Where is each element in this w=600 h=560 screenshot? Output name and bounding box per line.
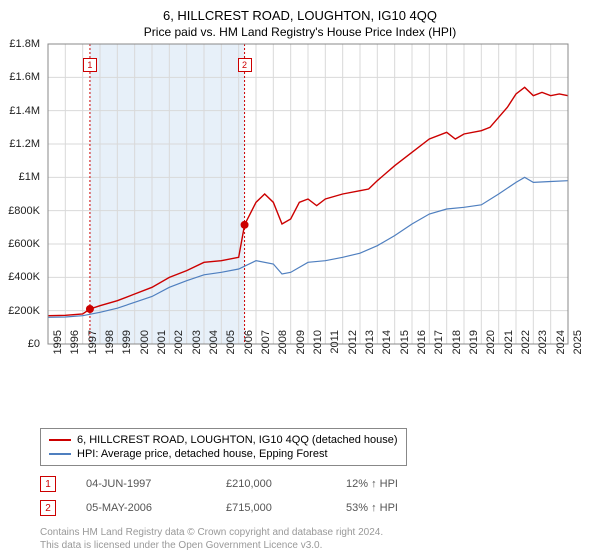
x-tick-label: 1999 (121, 330, 133, 370)
x-tick-label: 2013 (364, 330, 376, 370)
y-tick-label: £600K (4, 238, 40, 250)
x-tick-label: 1996 (69, 330, 81, 370)
marker-data-row: 1 04-JUN-1997 £210,000 12% ↑ HPI (40, 476, 398, 492)
marker-date: 04-JUN-1997 (86, 478, 196, 490)
marker-price: £210,000 (226, 478, 316, 490)
chart-marker-badge: 1 (83, 58, 97, 72)
x-tick-label: 2023 (537, 330, 549, 370)
y-tick-label: £1M (4, 171, 40, 183)
y-tick-label: £1.4M (4, 105, 40, 117)
x-tick-label: 2021 (503, 330, 515, 370)
chart-container: 6, HILLCREST ROAD, LOUGHTON, IG10 4QQ Pr… (0, 0, 600, 560)
x-tick-label: 2015 (399, 330, 411, 370)
x-tick-label: 1995 (52, 330, 64, 370)
legend-label: 6, HILLCREST ROAD, LOUGHTON, IG10 4QQ (d… (77, 434, 398, 446)
x-tick-label: 1997 (87, 330, 99, 370)
marker-badge: 1 (40, 476, 56, 492)
y-tick-label: £1.2M (4, 138, 40, 150)
x-tick-label: 2006 (243, 330, 255, 370)
x-tick-label: 2025 (572, 330, 584, 370)
legend-label: HPI: Average price, detached house, Eppi… (77, 448, 328, 460)
x-tick-label: 2005 (225, 330, 237, 370)
legend-item: HPI: Average price, detached house, Eppi… (49, 447, 398, 461)
x-tick-label: 2000 (139, 330, 151, 370)
x-tick-label: 2011 (329, 330, 341, 370)
legend-swatch (49, 439, 71, 441)
x-tick-label: 2020 (485, 330, 497, 370)
x-tick-label: 1998 (104, 330, 116, 370)
series-marker (241, 221, 249, 229)
series-marker (86, 305, 94, 313)
y-tick-label: £0 (4, 338, 40, 350)
attribution-line1: Contains HM Land Registry data © Crown c… (40, 526, 383, 539)
x-tick-label: 2012 (347, 330, 359, 370)
marker-pct: 12% ↑ HPI (346, 478, 398, 490)
legend: 6, HILLCREST ROAD, LOUGHTON, IG10 4QQ (d… (40, 428, 407, 466)
x-tick-label: 2016 (416, 330, 428, 370)
chart-marker-badge: 2 (238, 58, 252, 72)
marker-badge: 2 (40, 500, 56, 516)
marker-pct: 53% ↑ HPI (346, 502, 398, 514)
x-tick-label: 2008 (277, 330, 289, 370)
y-tick-label: £1.8M (4, 38, 40, 50)
y-tick-label: £1.6M (4, 71, 40, 83)
x-tick-label: 2024 (555, 330, 567, 370)
x-tick-label: 2019 (468, 330, 480, 370)
x-tick-label: 2002 (173, 330, 185, 370)
attribution-line2: This data is licensed under the Open Gov… (40, 539, 383, 552)
x-tick-label: 2017 (433, 330, 445, 370)
x-tick-label: 2004 (208, 330, 220, 370)
x-tick-label: 2010 (312, 330, 324, 370)
x-tick-label: 2001 (156, 330, 168, 370)
y-tick-label: £800K (4, 205, 40, 217)
x-tick-label: 2014 (381, 330, 393, 370)
x-tick-label: 2022 (520, 330, 532, 370)
x-tick-label: 2018 (451, 330, 463, 370)
marker-date: 05-MAY-2006 (86, 502, 196, 514)
y-tick-label: £400K (4, 271, 40, 283)
marker-data-row: 2 05-MAY-2006 £715,000 53% ↑ HPI (40, 500, 398, 516)
line-chart (0, 0, 600, 346)
y-tick-label: £200K (4, 305, 40, 317)
attribution: Contains HM Land Registry data © Crown c… (40, 526, 383, 552)
x-tick-label: 2007 (260, 330, 272, 370)
x-tick-label: 2003 (191, 330, 203, 370)
marker-price: £715,000 (226, 502, 316, 514)
x-tick-label: 2009 (295, 330, 307, 370)
legend-item: 6, HILLCREST ROAD, LOUGHTON, IG10 4QQ (d… (49, 433, 398, 447)
legend-swatch (49, 453, 71, 455)
